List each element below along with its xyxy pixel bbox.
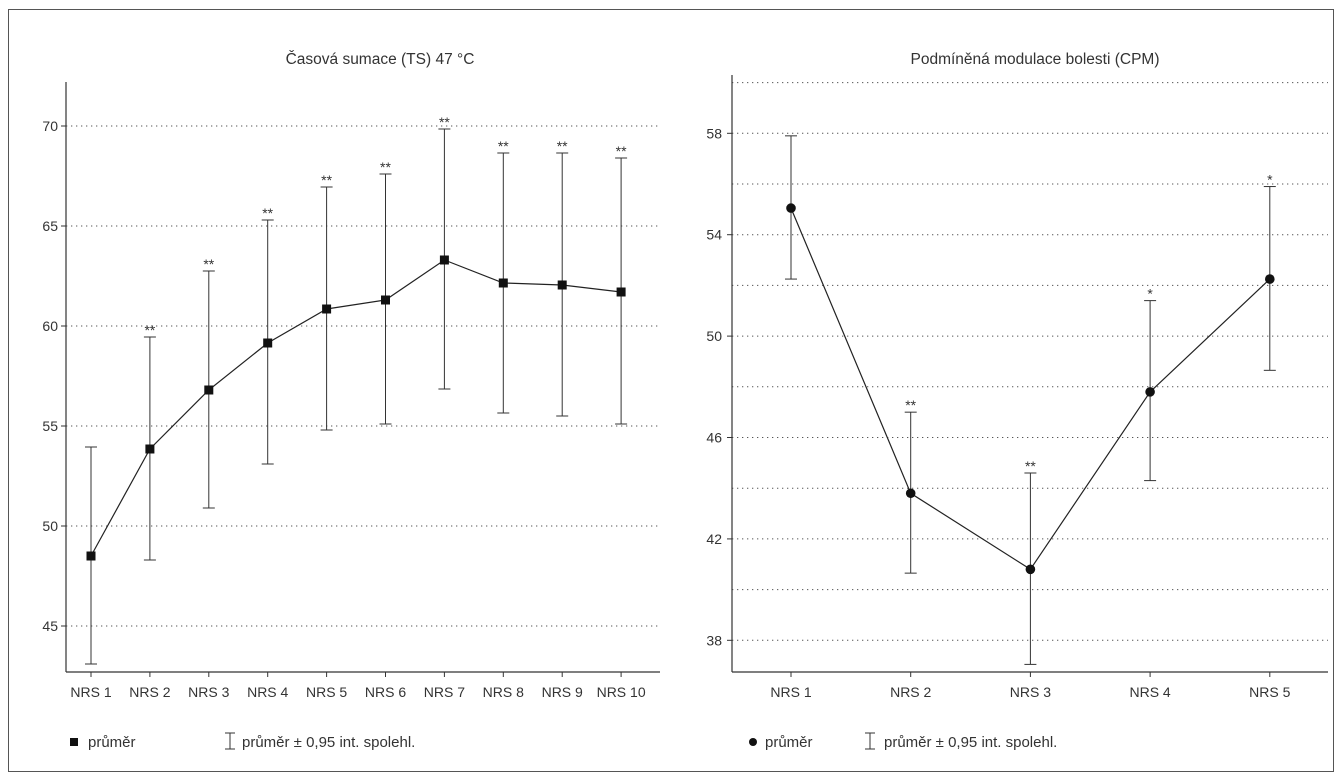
data-point (905, 488, 916, 499)
significance-label: * (1147, 286, 1153, 302)
x-tick-label: NRS 4 (247, 684, 288, 700)
x-tick-label: NRS 1 (770, 684, 811, 700)
y-tick-label: 50 (706, 328, 722, 344)
x-tick-label: NRS 10 (597, 684, 646, 700)
x-tick-label: NRS 2 (890, 684, 931, 700)
data-point (557, 280, 567, 290)
legend-ci-label: průměr ± 0,95 int. spolehl. (242, 734, 415, 751)
legend-mean-label: průměr (88, 734, 136, 751)
y-tick-label: 60 (42, 318, 58, 334)
x-tick-label: NRS 1 (70, 684, 111, 700)
significance-label: ** (144, 322, 155, 338)
x-tick-label: NRS 3 (188, 684, 229, 700)
chart-title: Časová sumace (TS) 47 °C (286, 51, 475, 68)
legend-marker (749, 738, 757, 746)
data-point (263, 338, 273, 348)
data-point (204, 385, 214, 395)
x-tick-label: NRS 5 (306, 684, 347, 700)
significance-label: ** (557, 138, 568, 154)
data-point (322, 304, 332, 314)
x-tick-label: NRS 9 (542, 684, 583, 700)
significance-label: ** (1025, 458, 1036, 474)
y-tick-label: 54 (706, 227, 722, 243)
significance-label: ** (616, 143, 627, 159)
x-tick-label: NRS 2 (129, 684, 170, 700)
data-point (616, 287, 626, 297)
x-tick-label: NRS 5 (1249, 684, 1290, 700)
legend-marker (70, 738, 78, 746)
series-line (90, 259, 622, 557)
y-tick-label: 55 (42, 418, 58, 434)
y-tick-label: 50 (42, 518, 58, 534)
x-tick-label: NRS 6 (365, 684, 406, 700)
data-point (381, 295, 390, 305)
x-tick-label: NRS 7 (424, 684, 465, 700)
significance-label: ** (321, 172, 332, 188)
significance-label: ** (262, 205, 273, 221)
data-point (498, 278, 508, 288)
chart-panel-2: Podmíněná modulace bolesti (CPM) 38 42 46 50… (706, 51, 1328, 751)
x-tick-label: NRS 8 (483, 684, 524, 700)
y-tick-label: 70 (42, 118, 58, 134)
data-point (1145, 387, 1155, 397)
y-tick-label: 45 (42, 618, 58, 634)
significance-label: ** (380, 159, 391, 175)
significance-label: ** (439, 114, 450, 130)
y-tick-label: 46 (706, 430, 722, 446)
y-tick-label: 65 (42, 218, 58, 234)
significance-label: ** (203, 256, 214, 272)
significance-label: * (1267, 172, 1273, 188)
y-tick-label: 42 (706, 531, 722, 547)
chart-panel-1: Časová sumace (TS) 47 °C 45 50 55 60 65 70 NRS … (42, 51, 660, 751)
significance-label: ** (498, 138, 509, 154)
legend-mean-label: průměr (765, 734, 813, 751)
data-point (86, 551, 96, 561)
x-tick-label: NRS 3 (1010, 684, 1051, 700)
data-point (786, 203, 796, 213)
y-tick-label: 38 (706, 632, 722, 648)
data-point (145, 444, 155, 454)
x-tick-label: NRS 4 (1129, 684, 1170, 700)
chart-title: Podmíněná modulace bolesti (CPM) (911, 51, 1160, 68)
data-point (1025, 564, 1036, 575)
data-point (1265, 274, 1275, 284)
data-point (439, 255, 449, 265)
figure-frame (8, 9, 1334, 772)
y-tick-label: 58 (706, 125, 722, 141)
legend-ci-label: průměr ± 0,95 int. spolehl. (884, 734, 1057, 751)
significance-label: ** (905, 397, 916, 413)
